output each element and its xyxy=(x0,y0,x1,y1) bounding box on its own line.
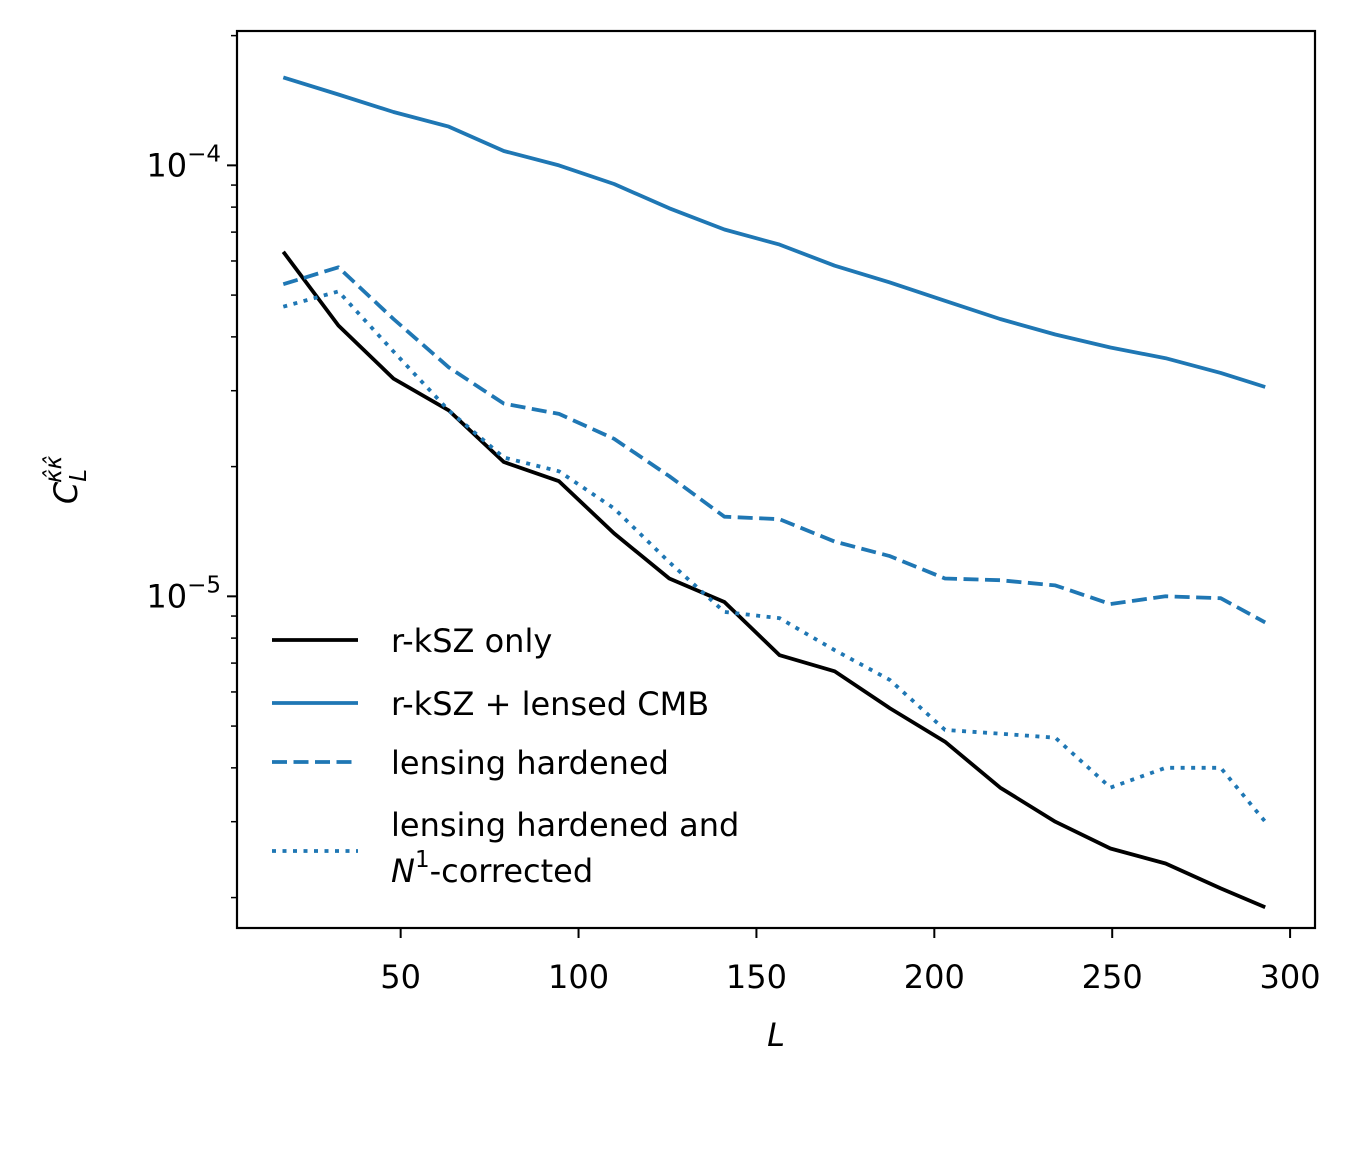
x-tick-label: 300 xyxy=(1260,958,1321,996)
y-axis-label-sub: L xyxy=(66,469,92,482)
x-tick-label: 50 xyxy=(380,958,421,996)
legend-label-4-line1: lensing hardened and xyxy=(391,806,739,844)
x-tick-label: 100 xyxy=(548,958,609,996)
series-line-4 xyxy=(282,289,1267,823)
legend-label-4-line2: N1-corrected xyxy=(391,847,593,890)
series-layer xyxy=(281,75,1267,909)
x-tick-label: 250 xyxy=(1082,958,1143,996)
y-tick-label: 10−4 xyxy=(146,141,221,184)
y-tick-label: 10−5 xyxy=(146,572,221,615)
series-line-1 xyxy=(281,250,1266,909)
legend-label-3: lensing hardened xyxy=(391,744,669,782)
x-axis: 50 100 150 200 250 300 xyxy=(380,928,1321,996)
series-line-3 xyxy=(282,265,1267,625)
legend: r-kSZ only r-kSZ + lensed CMB lensing hard… xyxy=(272,622,739,890)
x-tick-label: 150 xyxy=(726,958,787,996)
svg-text:CLκ̂κ̂: CLκ̂κ̂ xyxy=(41,455,92,504)
y-axis: 10−5 10−4 xyxy=(146,34,237,899)
series-line-2 xyxy=(282,75,1266,389)
y-axis-label-base: C xyxy=(47,481,85,504)
plot-frame xyxy=(235,29,1317,930)
legend-label-1: r-kSZ only xyxy=(391,622,552,660)
y-axis-label: CLκ̂κ̂ xyxy=(41,455,92,504)
legend-label-2: r-kSZ + lensed CMB xyxy=(391,685,709,723)
x-tick-label: 200 xyxy=(904,958,965,996)
y-axis-label-sup: κ̂κ̂ xyxy=(41,455,67,483)
x-axis-label: L xyxy=(767,1016,785,1054)
